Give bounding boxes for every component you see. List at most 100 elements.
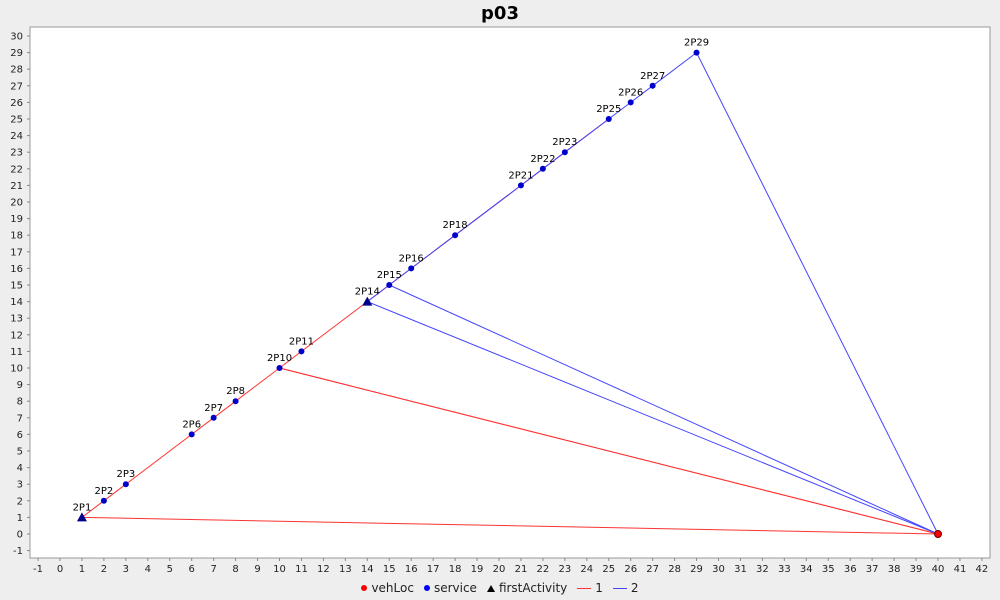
x-tick-label: 22 (537, 564, 550, 575)
y-tick-label: 27 (10, 81, 23, 92)
x-tick-label: 37 (866, 564, 879, 575)
point-label: 2P2 (95, 486, 114, 497)
x-tick-label: 23 (558, 564, 571, 575)
x-tick-label: 24 (580, 564, 593, 575)
x-tick-label: 38 (888, 564, 901, 575)
x-tick-label: 35 (822, 564, 835, 575)
x-tick-label: -1 (33, 564, 43, 575)
service-point (298, 348, 305, 355)
x-tick-label: 19 (471, 564, 484, 575)
x-tick-label: 1 (79, 564, 85, 575)
point-label: 2P15 (377, 270, 402, 281)
point-label: 2P6 (182, 419, 201, 430)
point-label: 2P26 (618, 87, 643, 98)
x-tick-label: 5 (167, 564, 173, 575)
service-point (188, 431, 195, 438)
point-label: 2P10 (267, 353, 292, 364)
y-tick-label: 0 (17, 530, 23, 541)
x-tick-label: 8 (232, 564, 238, 575)
legend-triangle-icon (486, 584, 495, 592)
x-tick-label: 16 (405, 564, 418, 575)
service-point (539, 165, 546, 172)
legend-item: vehLoc (361, 581, 414, 595)
y-tick-label: 24 (10, 131, 23, 142)
legend-line-icon (577, 587, 592, 589)
point-label: 2P1 (73, 502, 92, 513)
x-tick-label: 4 (145, 564, 151, 575)
legend-dot-icon (361, 585, 368, 591)
x-tick-label: 31 (734, 564, 747, 575)
x-tick-label: 6 (189, 564, 195, 575)
x-tick-label: 0 (57, 564, 63, 575)
service-point (452, 232, 459, 239)
first-activity-marker (76, 512, 87, 522)
x-tick-label: 21 (515, 564, 528, 575)
y-tick-label: 6 (17, 430, 23, 441)
y-tick-label: 28 (10, 65, 23, 76)
service-point (408, 265, 415, 272)
y-tick-label: 16 (10, 264, 23, 275)
point-label: 2P14 (355, 287, 380, 298)
y-tick-label: 7 (17, 413, 23, 424)
x-tick-label: 39 (910, 564, 923, 575)
y-tick-label: 13 (10, 314, 23, 325)
legend-label: 2 (630, 581, 639, 595)
x-tick-label: 29 (690, 564, 703, 575)
y-tick-label: 17 (10, 247, 23, 258)
legend-label: firstActivity (498, 581, 568, 595)
x-tick-label: 40 (932, 564, 945, 575)
point-label: 2P11 (289, 336, 314, 347)
point-label: 2P16 (399, 253, 424, 264)
legend-line-icon (612, 587, 627, 589)
legend-item: service (423, 581, 477, 595)
service-point (627, 99, 634, 106)
y-tick-label: 4 (17, 463, 23, 474)
service-point (232, 398, 239, 405)
y-tick-label: 5 (17, 447, 23, 458)
route-2-line (389, 284, 939, 535)
y-tick-label: 15 (10, 281, 23, 292)
x-tick-label: 11 (295, 564, 308, 575)
x-tick-label: 34 (800, 564, 813, 575)
y-tick-label: 10 (10, 364, 23, 375)
point-label: 2P22 (530, 154, 555, 165)
service-point (210, 414, 217, 421)
point-label: 2P29 (684, 38, 709, 49)
x-tick-label: 15 (383, 564, 396, 575)
point-label: 2P23 (552, 137, 577, 148)
point-label: 2P7 (204, 403, 223, 414)
point-label: 2P25 (596, 104, 621, 115)
x-tick-label: 27 (646, 564, 659, 575)
y-tick-label: 19 (10, 214, 23, 225)
y-tick-label: 30 (10, 32, 23, 43)
x-tick-label: 42 (976, 564, 989, 575)
legend-label: service (433, 581, 477, 595)
x-tick-label: 18 (449, 564, 462, 575)
y-tick-label: 11 (10, 347, 23, 358)
point-label: 2P8 (226, 386, 245, 397)
legend-item: 1 (577, 581, 603, 595)
x-tick-label: 41 (954, 564, 967, 575)
y-tick-label: 20 (10, 198, 23, 209)
first-activity-marker (362, 296, 373, 306)
x-tick-label: 10 (273, 564, 286, 575)
x-tick-label: 26 (624, 564, 637, 575)
x-tick-label: 32 (756, 564, 769, 575)
y-tick-label: 1 (17, 513, 23, 524)
y-tick-label: 2 (17, 496, 23, 507)
legend-dot-icon (423, 585, 430, 591)
service-point (517, 182, 524, 189)
y-tick-label: -1 (13, 546, 23, 557)
y-tick-label: 22 (10, 164, 23, 175)
service-point (276, 365, 283, 371)
x-tick-label: 14 (361, 564, 374, 575)
point-label: 2P27 (640, 71, 665, 82)
vehicle-location-point (934, 530, 942, 538)
x-tick-label: 33 (778, 564, 791, 575)
y-tick-label: 29 (10, 48, 23, 59)
legend-item: 2 (612, 581, 639, 595)
x-tick-label: 13 (339, 564, 352, 575)
y-tick-label: 25 (10, 115, 23, 126)
x-tick-label: 3 (123, 564, 129, 575)
